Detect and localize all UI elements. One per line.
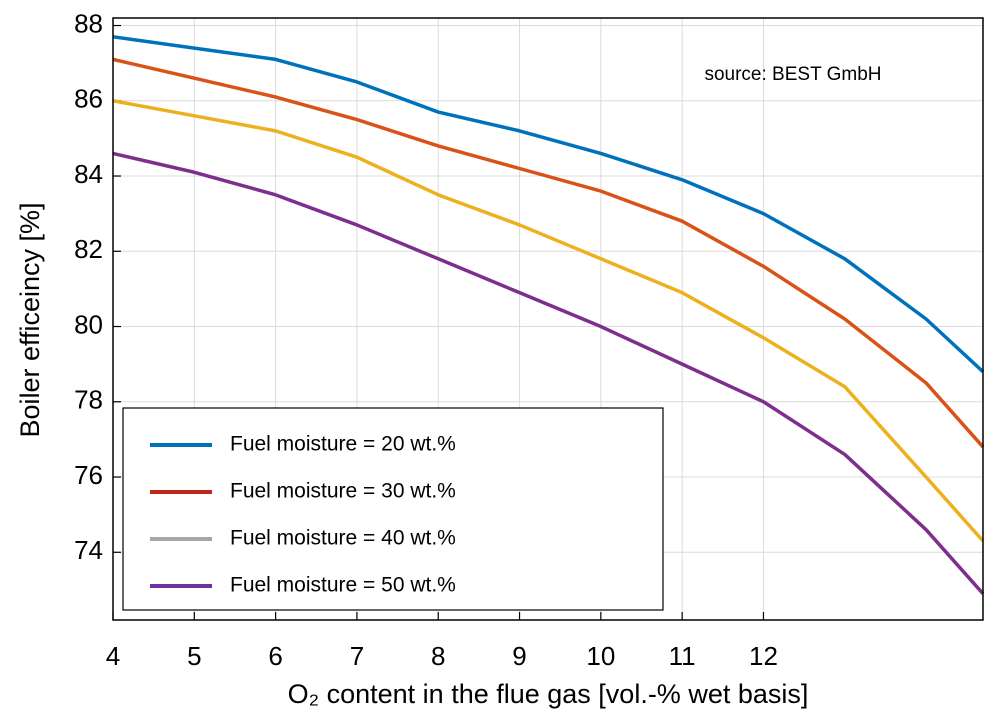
y-tick-label: 84 <box>74 159 103 189</box>
x-tick-label: 9 <box>512 641 526 671</box>
legend-label: Fuel moisture = 30 wt.% <box>230 480 456 503</box>
y-tick-label: 82 <box>74 234 103 264</box>
legend: Fuel moisture = 20 wt.% Fuel moisture = 3… <box>122 407 664 611</box>
legend-label: Fuel moisture = 20 wt.% <box>230 433 456 456</box>
x-tick-label: 11 <box>669 641 696 671</box>
plot-frame <box>112 17 984 621</box>
legend-label: Fuel moisture = 40 wt.% <box>230 527 456 550</box>
annotation: source: BEST GmbH <box>704 64 881 85</box>
lines <box>112 35 984 595</box>
y-tick-label: 80 <box>74 309 103 339</box>
series-line <box>112 57 984 449</box>
series-line <box>112 35 984 373</box>
y-tick-label: 88 <box>74 8 103 38</box>
x-axis-label: O₂ content in the flue gas [vol.-% wet b… <box>288 679 809 709</box>
y-axis-label: Boiler efficeincy [%] <box>15 202 45 437</box>
series-line <box>112 99 984 543</box>
y-tick-label: 78 <box>74 385 103 415</box>
x-tick-label: 7 <box>350 641 364 671</box>
x-tick-label: 10 <box>586 641 615 671</box>
x-tick-label: 5 <box>187 641 201 671</box>
x-tick-label: 6 <box>268 641 282 671</box>
x-tick-label: 8 <box>431 641 445 671</box>
y-tick-label: 74 <box>74 535 103 565</box>
x-tick-label: 12 <box>749 641 778 671</box>
series-line <box>112 151 984 595</box>
legend-box <box>122 407 664 611</box>
y-tick-label: 76 <box>74 460 103 490</box>
y-tick-label: 86 <box>74 84 103 114</box>
x-tick-label: 4 <box>106 641 120 671</box>
legend-label: Fuel moisture = 50 wt.% <box>230 574 456 597</box>
